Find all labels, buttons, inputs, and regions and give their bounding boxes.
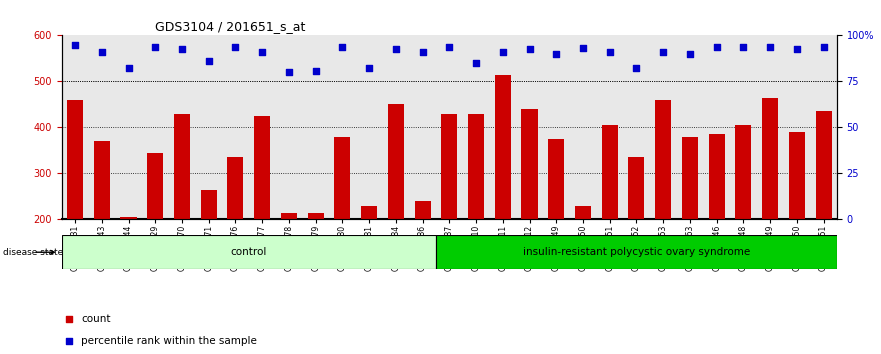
Point xyxy=(549,51,563,57)
Point xyxy=(513,1,527,6)
Point xyxy=(362,65,376,70)
Bar xyxy=(335,137,351,219)
Text: insulin-resistant polycystic ovary syndrome: insulin-resistant polycystic ovary syndr… xyxy=(522,247,750,257)
Bar xyxy=(602,125,618,219)
Point xyxy=(522,46,537,52)
Point xyxy=(442,44,456,50)
Point xyxy=(282,69,296,75)
Point xyxy=(709,44,723,50)
Bar xyxy=(495,74,511,219)
Text: percentile rank within the sample: percentile rank within the sample xyxy=(81,336,257,346)
Bar xyxy=(522,109,537,219)
FancyBboxPatch shape xyxy=(436,235,837,269)
Bar xyxy=(281,212,297,219)
Bar xyxy=(307,212,323,219)
FancyBboxPatch shape xyxy=(62,235,436,269)
Point xyxy=(576,45,590,51)
Point xyxy=(629,65,643,70)
Text: count: count xyxy=(81,314,110,324)
Bar xyxy=(227,157,243,219)
Point xyxy=(175,46,189,52)
Point xyxy=(148,44,162,50)
Point xyxy=(817,44,831,50)
Bar xyxy=(441,114,457,219)
Bar xyxy=(762,97,778,219)
Text: disease state: disease state xyxy=(4,248,63,257)
Bar xyxy=(816,111,832,219)
Bar xyxy=(388,104,403,219)
Bar xyxy=(468,114,484,219)
Point xyxy=(95,48,109,54)
Bar xyxy=(147,153,163,219)
Point xyxy=(255,48,270,54)
Point xyxy=(737,44,751,50)
Bar xyxy=(548,139,564,219)
Point xyxy=(308,68,322,74)
Bar xyxy=(682,137,698,219)
Point xyxy=(496,48,510,54)
Point xyxy=(469,60,483,66)
Point xyxy=(416,48,430,54)
Point xyxy=(336,44,350,50)
Point xyxy=(603,48,617,54)
Point xyxy=(68,42,82,47)
Point xyxy=(389,46,403,52)
Bar xyxy=(201,189,217,219)
Text: GDS3104 / 201651_s_at: GDS3104 / 201651_s_at xyxy=(155,20,305,33)
Bar xyxy=(415,201,431,219)
Point xyxy=(789,46,803,52)
Bar xyxy=(254,116,270,219)
Bar xyxy=(67,100,83,219)
Point xyxy=(202,58,216,64)
Point xyxy=(228,44,242,50)
Bar xyxy=(655,100,671,219)
Bar xyxy=(121,217,137,219)
Bar xyxy=(788,132,805,219)
Text: control: control xyxy=(231,247,267,257)
Point xyxy=(656,48,670,54)
Point xyxy=(513,204,527,209)
Point xyxy=(122,65,136,70)
Bar xyxy=(174,114,190,219)
Bar xyxy=(93,141,110,219)
Bar xyxy=(361,206,377,219)
Point xyxy=(683,51,697,57)
Bar xyxy=(736,125,751,219)
Bar xyxy=(575,206,591,219)
Point xyxy=(763,44,777,50)
Bar xyxy=(628,157,645,219)
Bar xyxy=(708,134,725,219)
